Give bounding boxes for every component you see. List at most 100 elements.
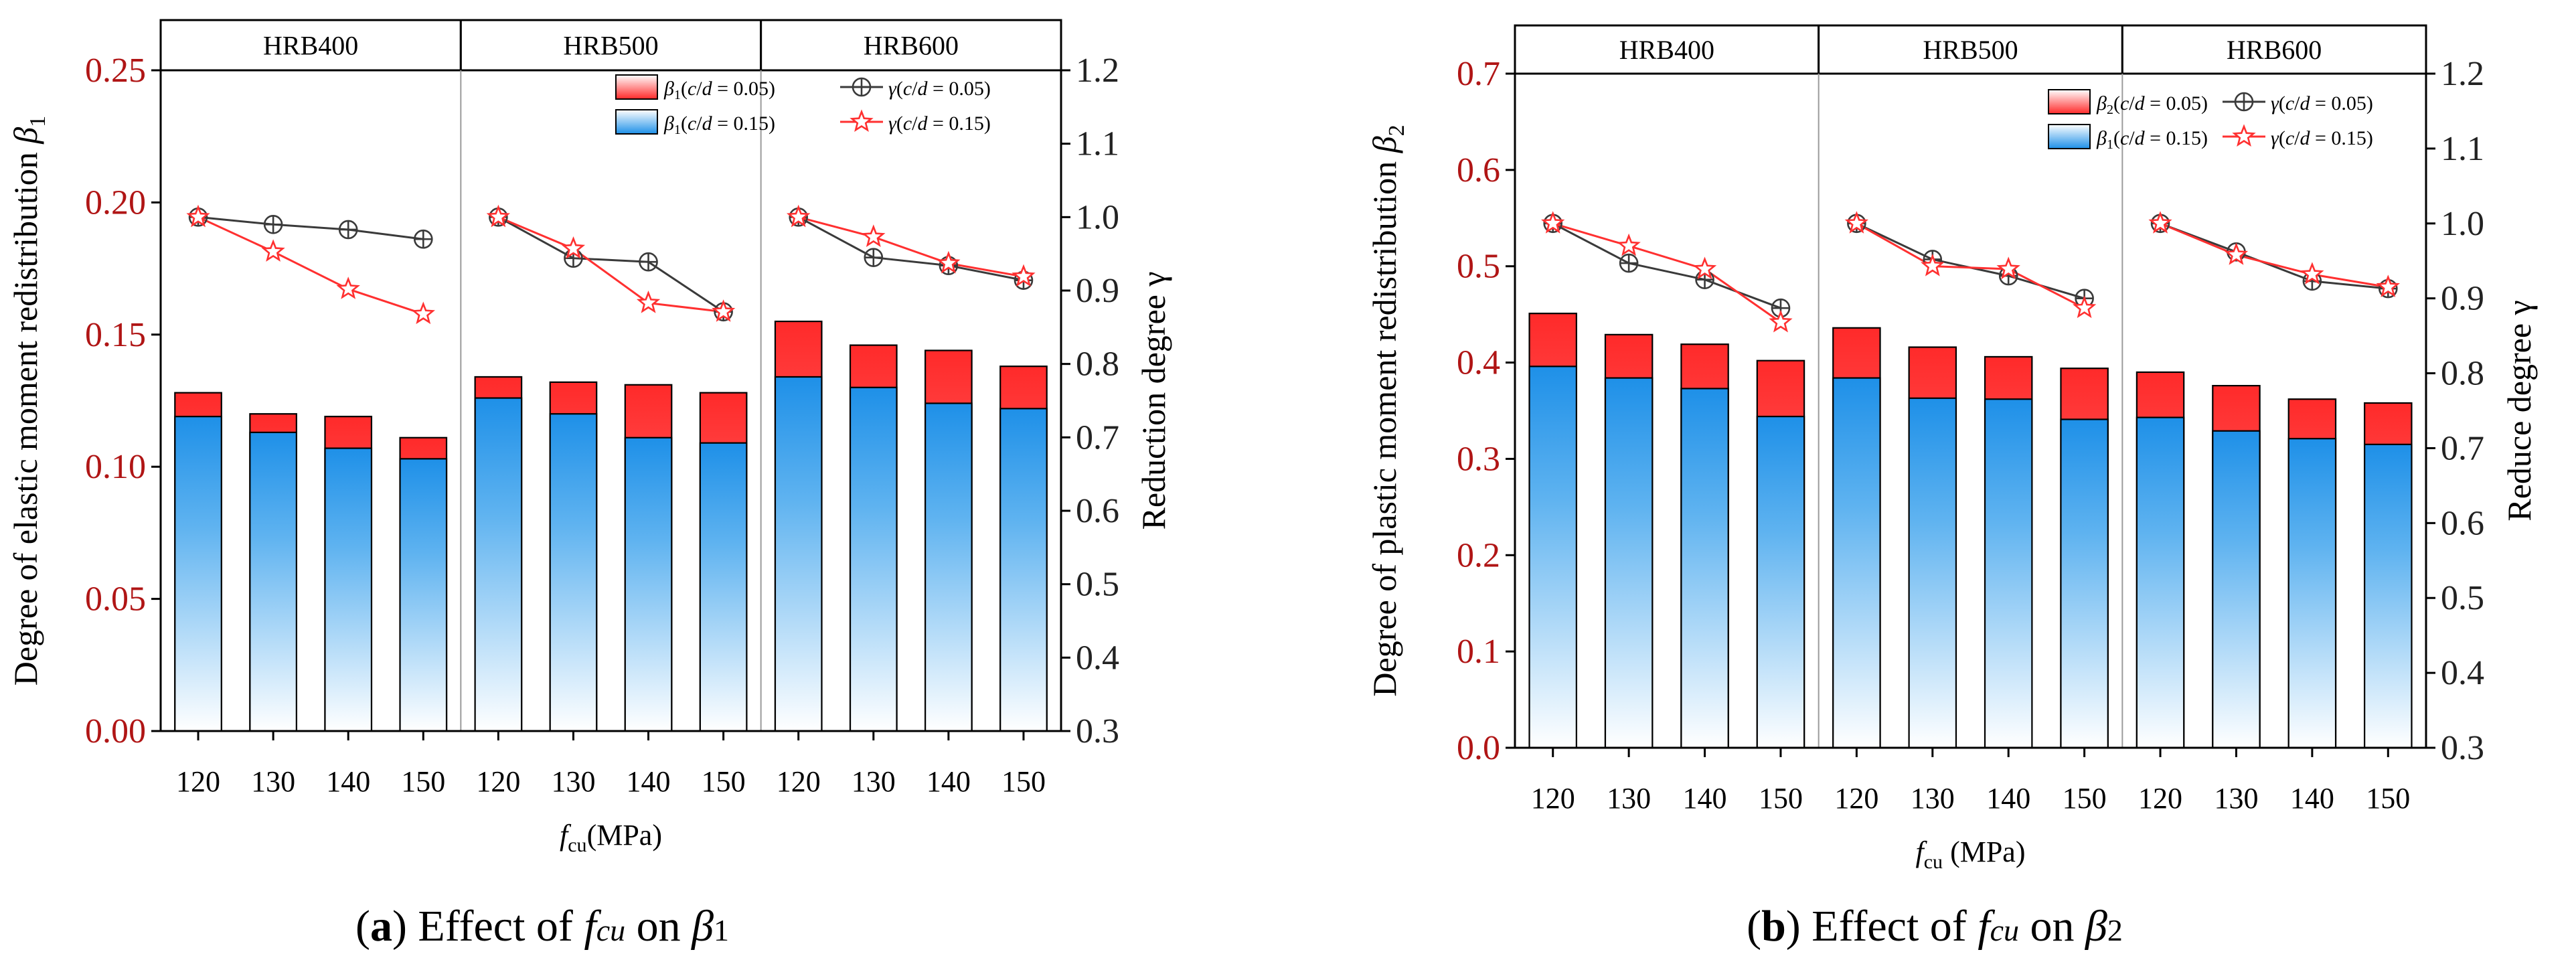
panel-b: HRB400 HRB500 HRB6000.00.10.20.30.40.50.60… [1366, 24, 2538, 951]
left-axis-label-sym: β [1366, 136, 1403, 153]
left-tick-label: 0.7 [1457, 55, 1500, 93]
x-ticks: 120 130 140 150 120 130 140 150 120 130 140 150 [176, 731, 1046, 798]
bar-blue [549, 413, 598, 732]
gamma-line-015 [798, 216, 1024, 278]
caption-paren-open: ( [1747, 902, 1761, 951]
legend-marker-star [2232, 124, 2256, 147]
gamma-marker-star [186, 204, 210, 228]
legend-d: d [2300, 92, 2311, 114]
legend-c: c [2285, 127, 2294, 149]
gamma-lines [1541, 211, 2400, 333]
legend: β2(c/d = 0.05) γ(c/d = 0.05)β1(c/d = 0.15… [2048, 89, 2373, 152]
caption-beta-sub: 1 [714, 913, 729, 947]
legend-val: = 0.15) [2145, 127, 2208, 149]
legend-item: γ(c/d = 0.15) [2223, 124, 2373, 149]
group-label: HRB600 [2227, 35, 2322, 65]
legend-val: = 0.05) [928, 78, 991, 100]
gamma-marker-star [2224, 242, 2249, 265]
left-tick-label: 0.05 [85, 580, 146, 619]
legend-swatch-red [615, 74, 658, 100]
left-axis-label-sub: 1 [25, 116, 50, 127]
legend-c: c [903, 112, 912, 135]
x-tick-label: 150 [2063, 782, 2107, 815]
group-header-box-HRB500 [459, 19, 762, 72]
right-tick-label: 0.5 [2441, 579, 2484, 617]
legend-c: c [2120, 127, 2129, 149]
x-tick-label: 150 [2366, 782, 2410, 815]
bar-blue [774, 376, 823, 732]
bars [174, 320, 1048, 732]
right-tick-label: 1.1 [1076, 125, 1119, 163]
gamma-marker-star [1541, 211, 1565, 234]
right-tick-label: 0.4 [2441, 654, 2484, 692]
legend-label: γ(c/d = 0.05) [2271, 92, 2373, 114]
bar-blue [924, 402, 973, 732]
bar-blue [324, 447, 373, 732]
x-tick-label: 120 [1531, 782, 1575, 815]
x-tick-label: 150 [1001, 765, 1046, 798]
legend-sym: γ [888, 112, 897, 135]
group-header-box-HRB400 [1514, 24, 1820, 75]
legend-label: β1(c/d = 0.15) [2096, 127, 2208, 152]
legend-label: β1(c/d = 0.15) [663, 112, 775, 137]
legend-d: d [2135, 127, 2146, 149]
panel-caption: (a) Effect of fcu on β1 [355, 902, 729, 951]
bars [1528, 313, 2413, 749]
bar-blue [1832, 377, 1881, 749]
bar-blue [2287, 438, 2337, 749]
left-axis-label: Degree of plastic moment redistribution … [1366, 125, 1409, 696]
legend-paren: ( [681, 112, 688, 135]
gamma-line-015 [197, 216, 424, 315]
gamma-marker-star [2073, 295, 2097, 319]
gamma-marker-star [411, 301, 435, 325]
caption-beta: β [2084, 902, 2107, 951]
gamma-marker-star [1844, 211, 1868, 234]
gamma-line-005 [197, 216, 424, 240]
right-tick-label: 0.8 [1076, 345, 1119, 384]
left-axis-label-sym: β [7, 127, 44, 145]
gamma-marker-star [1692, 256, 1717, 280]
x-tick-label: 130 [852, 765, 896, 798]
gamma-marker-star [862, 224, 886, 248]
x-tick-label: 140 [1683, 782, 1727, 815]
legend-swatch-blue [615, 109, 658, 135]
legend-label: γ(c/d = 0.15) [888, 112, 991, 135]
legend-c: c [2285, 92, 2294, 114]
gamma-marker-circle [338, 220, 358, 240]
left-tick-label: 0.0 [1457, 729, 1500, 767]
x-axis-label: fcu (MPa) [1916, 835, 2026, 873]
gamma-marker-star [2376, 274, 2400, 297]
legend-d: d [2300, 127, 2311, 149]
gamma-marker-star [937, 250, 961, 274]
gamma-line-005 [2160, 222, 2389, 290]
bar-blue [2212, 430, 2261, 749]
x-tick-label: 130 [1911, 782, 1955, 815]
left-tick-label: 0.6 [1457, 151, 1500, 189]
legend-marker-star [850, 109, 874, 132]
legend-swatch-red [2048, 89, 2091, 114]
group-label: HRB400 [1619, 35, 1714, 65]
legend-sym: γ [2271, 127, 2279, 149]
gamma-marker-star [2300, 262, 2324, 285]
gamma-line-005 [797, 216, 1024, 282]
caption-text: Effect of [1801, 902, 1978, 951]
x-tick-label: 140 [1986, 782, 2030, 815]
right-tick-label: 0.3 [1076, 712, 1119, 750]
gamma-marker-star [1921, 254, 1945, 276]
bar-blue [174, 416, 222, 732]
x-tick-label: 150 [702, 765, 746, 798]
left-tick-label: 0.25 [85, 52, 146, 90]
caption-beta: β [690, 902, 714, 951]
group-header: HRB400 HRB500 HRB600 [1514, 24, 2427, 75]
gamma-line-015 [2160, 222, 2389, 289]
caption-on: on [2019, 902, 2085, 951]
gamma-marker-star [336, 276, 360, 299]
right-tick-label: 1.2 [2441, 55, 2484, 93]
gamma-marker-star [1996, 256, 2020, 280]
left-axis-label-sub: 2 [1384, 125, 1409, 136]
legend-item: β1(c/d = 0.15) [2048, 124, 2208, 152]
legend-c: c [2120, 92, 2129, 114]
legend-d: d [702, 112, 713, 135]
left-axis-label: Degree of elastic moment redistribution … [7, 116, 50, 686]
